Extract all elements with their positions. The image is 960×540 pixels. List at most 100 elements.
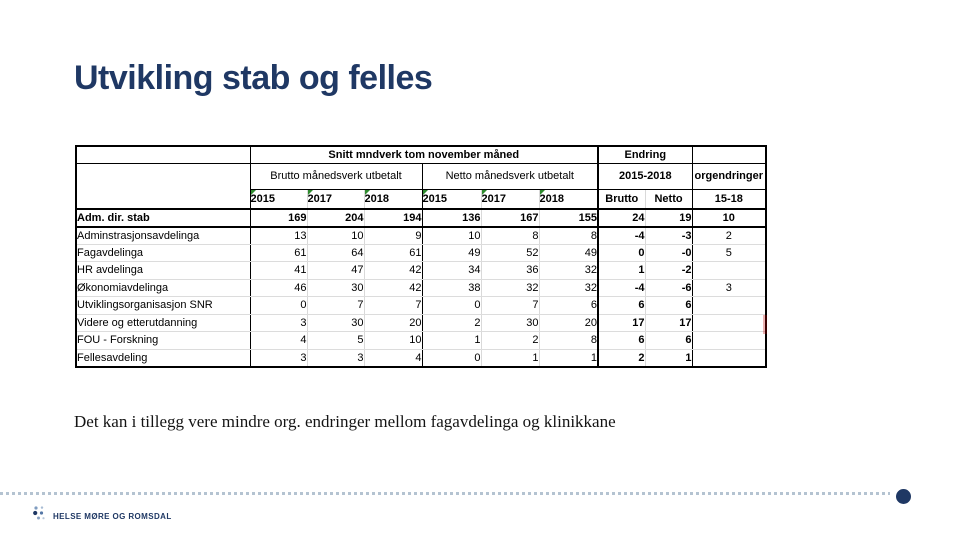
table-cell: 30 <box>481 314 540 332</box>
table-row: Utviklingsorganisasjon SNR 0 7 7 0 7 6 6… <box>76 296 767 315</box>
footer-end-dot <box>896 489 911 504</box>
table-cell: 61 <box>364 244 423 262</box>
table-cell: 1 <box>598 261 646 280</box>
table-cell: 6 <box>645 296 693 315</box>
org-logo-text: HELSE MØRE OG ROMSDAL <box>53 511 172 521</box>
table-cell: 30 <box>307 314 365 332</box>
table-cell: 34 <box>422 261 482 280</box>
footnote-text: Det kan i tillegg vere mindre org. endri… <box>74 412 616 431</box>
org-logo: HELSE MØRE OG ROMSDAL <box>32 505 172 527</box>
table-cell: 6 <box>645 331 693 350</box>
table-cell: 0 <box>422 349 482 367</box>
table-cell <box>692 261 767 280</box>
table-cell <box>692 349 767 367</box>
table-cell <box>692 331 767 350</box>
table-cell: 20 <box>539 314 600 332</box>
table-cell: -6 <box>645 279 693 297</box>
helse-dots-logo-icon <box>32 505 47 527</box>
table-cell: 30 <box>307 279 365 297</box>
table-cell: 7 <box>364 296 423 315</box>
year-header: 2018 <box>539 189 600 210</box>
year-header: 2018 <box>364 189 423 210</box>
table-cell: 38 <box>422 279 482 297</box>
year-header: 2015 <box>250 189 308 210</box>
year-header: 2017 <box>481 189 540 210</box>
row-label: HR avdelinga <box>76 261 251 280</box>
table-cell: 5 <box>692 244 767 262</box>
org-range-header: 15-18 <box>692 189 767 210</box>
endring-brutto-header: Brutto <box>598 189 646 210</box>
table-cell: 2 <box>692 226 767 245</box>
table-cell: -4 <box>598 226 646 245</box>
table-cell: 0 <box>422 296 482 315</box>
table-row: FOU - Forskning 4 5 10 1 2 8 6 6 <box>76 331 767 350</box>
page-title: Utvikling stab og felles <box>74 59 433 97</box>
row-label: Fellesavdeling <box>76 349 251 367</box>
table-cell: 0 <box>250 296 308 315</box>
table-cell: 1 <box>645 349 693 367</box>
table-cell: 5 <box>307 331 365 350</box>
row-label: Adminstrasjonsavdelinga <box>76 226 251 245</box>
table-cell: 20 <box>364 314 423 332</box>
table-cell: 1 <box>539 349 600 367</box>
table-cell: 10 <box>422 226 482 245</box>
table-cell: 2 <box>422 314 482 332</box>
table-cell: 2 <box>598 349 646 367</box>
endring-header: Endring <box>598 146 693 164</box>
table-header-row-3: 2015 2017 2018 2015 2017 2018 Brutto Net… <box>76 189 767 210</box>
table-cell: 52 <box>481 244 540 262</box>
row-label: Fagavdelinga <box>76 244 251 262</box>
footer-dotted-line <box>0 492 890 495</box>
netto-group-header: Netto månedsverk utbetalt <box>422 163 600 190</box>
table-header-row-1: Snitt mndverk tom november måned Endring <box>76 146 767 164</box>
table-cell: 41 <box>250 261 308 280</box>
endring-netto-header: Netto <box>645 189 693 210</box>
table-cell: 47 <box>307 261 365 280</box>
table-cell: 4 <box>250 331 308 350</box>
table-cell <box>692 296 767 315</box>
row-label: Utviklingsorganisasjon SNR <box>76 296 251 315</box>
table-cell: 7 <box>307 296 365 315</box>
row-label: Adm. dir. stab <box>76 209 251 228</box>
table-row: Adminstrasjonsavdelinga 13 10 9 10 8 8 -… <box>76 226 767 245</box>
table-cell <box>692 314 767 332</box>
table-cell: 32 <box>539 261 600 280</box>
row-label: Økonomiavdelinga <box>76 279 251 297</box>
table-row: Fellesavdeling 3 3 4 0 1 1 2 1 <box>76 349 767 367</box>
table-cell: 7 <box>481 296 540 315</box>
table-cell <box>76 163 251 210</box>
table-cell: 155 <box>539 209 600 228</box>
staffing-table: Snitt mndverk tom november måned Endring… <box>75 145 768 368</box>
org-header: orgendringer <box>692 163 767 190</box>
table-row: HR avdelinga 41 47 42 34 36 32 1 -2 <box>76 261 767 280</box>
year-header: 2017 <box>307 189 365 210</box>
table-header-row-2: Brutto månedsverk utbetalt Netto månedsv… <box>76 163 767 210</box>
table-cell: 204 <box>307 209 365 228</box>
table-cell: 3 <box>307 349 365 367</box>
red-border-mark <box>763 315 767 334</box>
table-cell: -3 <box>645 226 693 245</box>
table-cell: 17 <box>598 314 646 332</box>
table-row: Fagavdelinga 61 64 61 49 52 49 0 -0 5 <box>76 244 767 262</box>
table-cell: 167 <box>481 209 540 228</box>
table-cell: 32 <box>539 279 600 297</box>
endring-range-header: 2015-2018 <box>598 163 693 190</box>
table-cell: -4 <box>598 279 646 297</box>
table-cell: 13 <box>250 226 308 245</box>
table-cell <box>692 146 767 164</box>
table-cell: 61 <box>250 244 308 262</box>
table-cell: 42 <box>364 279 423 297</box>
table-cell: 19 <box>645 209 693 228</box>
row-label: Videre og etterutdanning <box>76 314 251 332</box>
table-cell: 0 <box>598 244 646 262</box>
table-cell: 8 <box>481 226 540 245</box>
table-cell: 136 <box>422 209 482 228</box>
table-cell: 8 <box>539 226 600 245</box>
table-cell: 3 <box>250 349 308 367</box>
table-cell: 32 <box>481 279 540 297</box>
table-cell: 4 <box>364 349 423 367</box>
table-cell: 10 <box>692 209 767 228</box>
table-cell: 49 <box>539 244 600 262</box>
row-label: FOU - Forskning <box>76 331 251 350</box>
table-row: Videre og etterutdanning 3 30 20 2 30 20… <box>76 314 767 332</box>
